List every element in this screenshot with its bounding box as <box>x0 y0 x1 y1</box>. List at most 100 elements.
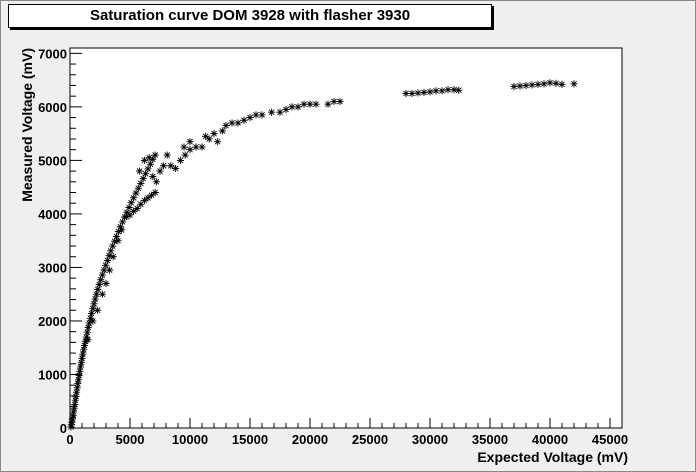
data-point <box>137 200 145 208</box>
data-point <box>122 212 130 221</box>
x-tick-label: 0 <box>66 432 73 447</box>
y-tick-label: 2000 <box>38 314 67 329</box>
data-point <box>94 306 102 314</box>
data-point <box>142 170 150 178</box>
data-point <box>85 319 93 327</box>
data-point <box>98 290 106 298</box>
data-point <box>116 223 124 231</box>
data-point <box>258 111 266 119</box>
data-point <box>68 415 76 423</box>
data-point <box>105 252 113 260</box>
data-point <box>151 151 159 159</box>
data-point <box>306 100 314 108</box>
data-point <box>282 105 290 114</box>
data-point <box>77 359 85 367</box>
data-point <box>95 280 103 289</box>
data-point <box>546 79 554 87</box>
data-point <box>570 80 578 88</box>
data-point <box>137 179 145 188</box>
data-point <box>81 337 89 345</box>
data-point <box>176 156 184 164</box>
data-point <box>146 160 154 168</box>
y-axis: 0 1000 2000 3000 4000 5000 6000 7000 <box>38 46 82 436</box>
data-point <box>222 122 230 130</box>
x-tick-label: 40000 <box>532 432 568 447</box>
data-point <box>139 174 147 183</box>
data-point <box>90 300 98 308</box>
data-point <box>88 309 96 318</box>
data-point <box>67 423 75 431</box>
data-point <box>156 167 164 175</box>
data-point <box>180 143 188 151</box>
data-point <box>126 211 134 219</box>
data-point <box>125 203 133 212</box>
x-tick-label: 10000 <box>172 432 208 447</box>
data-point <box>71 400 79 409</box>
data-point <box>426 88 434 96</box>
x-tick-label: 30000 <box>412 432 448 447</box>
data-point <box>149 172 157 181</box>
data-point <box>73 384 81 392</box>
data-point <box>540 80 548 88</box>
data-point <box>276 108 284 116</box>
data-point <box>98 271 106 279</box>
data-point <box>202 132 210 140</box>
x-tick-label: 45000 <box>592 432 628 447</box>
data-point <box>89 305 97 313</box>
data-point <box>144 194 152 202</box>
data-point <box>163 151 171 159</box>
data-point <box>74 376 82 384</box>
data-point <box>455 86 463 94</box>
data-point <box>186 146 194 154</box>
data-point <box>210 130 218 138</box>
data-point <box>218 127 226 135</box>
y-tick-label: 1000 <box>38 367 67 382</box>
data-point <box>252 111 260 119</box>
y-tick-label: 3000 <box>38 260 67 275</box>
data-point <box>133 204 141 213</box>
data-point <box>118 218 127 226</box>
data-point <box>73 388 81 396</box>
data-point <box>84 323 92 331</box>
data-point <box>107 247 115 255</box>
data-points <box>67 79 578 431</box>
data-point <box>181 151 189 159</box>
y-tick-label: 0 <box>60 421 67 436</box>
data-point <box>534 80 542 88</box>
data-point <box>130 194 138 202</box>
y-axis-title: Measured Voltage (mV) <box>19 48 35 202</box>
data-point <box>228 119 236 127</box>
y-tick-label: 7000 <box>38 46 67 61</box>
data-point <box>192 143 200 151</box>
data-point <box>145 154 153 162</box>
data-point <box>552 79 560 87</box>
data-point <box>109 242 117 250</box>
data-point <box>111 237 119 245</box>
data-point <box>140 156 148 164</box>
data-point <box>516 82 524 90</box>
data-point <box>420 88 428 97</box>
data-point <box>432 87 440 95</box>
data-point <box>336 97 344 106</box>
data-point <box>80 346 88 354</box>
data-point <box>148 191 156 199</box>
data-point <box>68 418 76 426</box>
data-point <box>69 412 77 420</box>
data-point <box>294 103 302 111</box>
data-point <box>558 80 566 88</box>
data-point <box>300 100 308 108</box>
data-point <box>114 227 123 236</box>
x-axis: 0 5000 10000 15000 20000 25000 30000 35000 40000… <box>66 418 628 447</box>
data-point <box>76 367 84 375</box>
data-point <box>127 199 135 207</box>
data-point <box>83 328 91 336</box>
data-point <box>402 89 410 98</box>
y-tick-label: 6000 <box>38 100 67 115</box>
data-point <box>522 81 530 90</box>
data-point <box>82 333 90 341</box>
data-point <box>140 196 148 205</box>
data-point <box>109 253 117 261</box>
data-point <box>92 290 100 298</box>
